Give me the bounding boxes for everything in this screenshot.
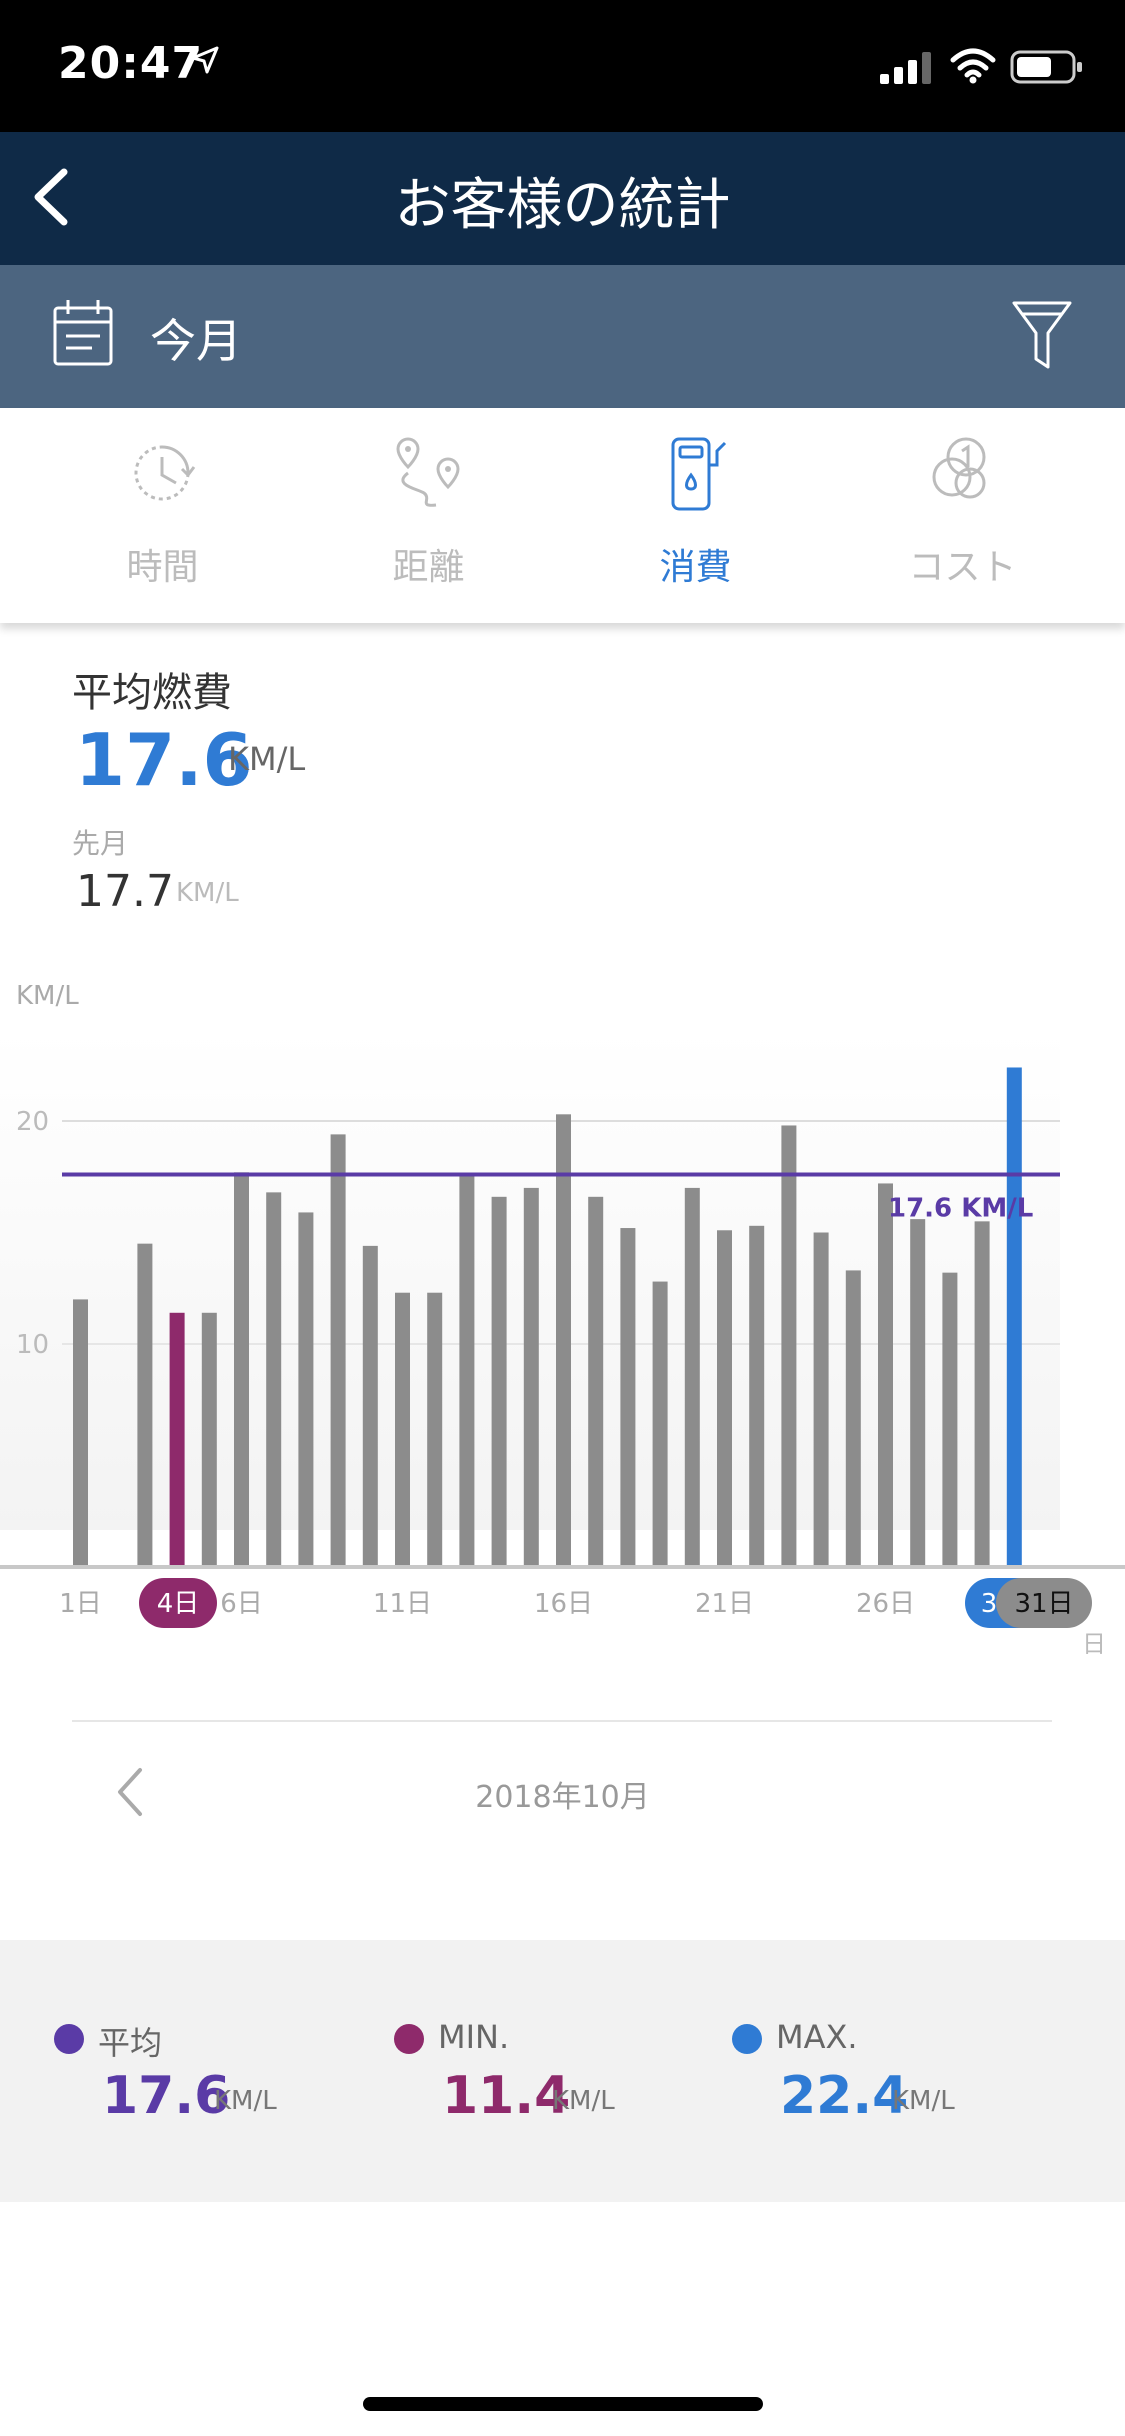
chart-bar-day-8[interactable] bbox=[298, 1212, 314, 1567]
chart-bar-day-14[interactable] bbox=[491, 1196, 507, 1567]
average-line-label: 17.6 KM/L bbox=[888, 1194, 1033, 1224]
legend-average-name: 平均 bbox=[98, 2024, 163, 2062]
average-dot-icon bbox=[54, 2024, 84, 2054]
y-axis-title: KM/L bbox=[16, 981, 79, 1011]
month-label: 2018年10月 bbox=[475, 1780, 650, 1815]
tab-distance[interactable]: 距離 bbox=[288, 408, 569, 623]
average-consumption-unit: KM/L bbox=[228, 740, 306, 778]
previous-month-value: 17.7 bbox=[76, 866, 174, 917]
filter-funnel-icon[interactable] bbox=[1010, 297, 1074, 373]
tab-cost-label: コスト bbox=[908, 547, 1017, 588]
chart-bar-day-24[interactable] bbox=[813, 1232, 829, 1568]
chart-bar-day-5[interactable] bbox=[201, 1312, 217, 1567]
legend-max-unit: KM/L bbox=[892, 2086, 955, 2116]
wifi-icon bbox=[950, 48, 996, 84]
y-tick-label: 10 bbox=[16, 1330, 49, 1360]
chart-bar-day-27[interactable] bbox=[910, 1219, 926, 1567]
status-time: 20:47 bbox=[58, 38, 204, 89]
tab-time[interactable]: 時間 bbox=[22, 408, 303, 623]
nav-header: お客様の統計 bbox=[0, 132, 1125, 265]
x-axis-unit: 日 bbox=[1082, 1630, 1106, 1658]
status-bar: 20:47 bbox=[0, 0, 1125, 132]
max-day-badge-label: 3 bbox=[981, 1589, 998, 1619]
tab-distance-label: 距離 bbox=[392, 547, 465, 588]
y-tick-label: 20 bbox=[16, 1107, 49, 1137]
legend-average-value: 17.6 bbox=[102, 2066, 231, 2126]
chart-bar-max[interactable] bbox=[1006, 1067, 1022, 1567]
chart-bar-day-15[interactable] bbox=[523, 1187, 539, 1567]
home-indicator bbox=[363, 2397, 763, 2411]
legend-max-value: 22.4 bbox=[780, 2066, 909, 2126]
period-label: 今月 bbox=[150, 314, 242, 368]
previous-month-chevron-icon[interactable] bbox=[110, 1762, 150, 1822]
location-arrow-icon bbox=[191, 46, 219, 74]
chart-bar-day-17[interactable] bbox=[588, 1196, 604, 1567]
x-tick-label: 21日 bbox=[695, 1589, 754, 1619]
legend-min-name: MIN. bbox=[438, 2018, 510, 2056]
chart-bar-day-26[interactable] bbox=[878, 1183, 893, 1567]
tab-cost[interactable]: コスト bbox=[822, 408, 1103, 623]
legend-max-name: MAX. bbox=[776, 2018, 858, 2056]
chart-bar-day-13[interactable] bbox=[459, 1174, 475, 1567]
back-chevron-icon[interactable] bbox=[20, 162, 90, 232]
legend-average-unit: KM/L bbox=[214, 2086, 277, 2116]
stats-legend-panel: 平均 17.6 KM/L MIN. 11.4 KM/L MAX. 22.4 KM… bbox=[0, 1940, 1125, 2202]
chart-bar-day-20[interactable] bbox=[684, 1187, 700, 1567]
chart-bar-day-16[interactable] bbox=[556, 1114, 571, 1567]
chart-bar-day-7[interactable] bbox=[266, 1192, 282, 1567]
chart-bar-min[interactable] bbox=[169, 1312, 185, 1567]
chart-bar-day-19[interactable] bbox=[652, 1281, 668, 1567]
average-consumption-label: 平均燃費 bbox=[72, 670, 232, 716]
min-day-badge[interactable]: 4日 bbox=[139, 1578, 217, 1628]
consumption-bar-chart: KM/L 20 10 17.6 KM/L 1日 6日 11日 16日 21日 26日 4日… bbox=[0, 981, 1125, 1658]
previous-month-label: 先月 bbox=[72, 827, 129, 860]
last-day-badge-label: 31日 bbox=[1014, 1589, 1073, 1619]
chart-bar-day-10[interactable] bbox=[362, 1245, 378, 1567]
page-title: お客様の統計 bbox=[394, 173, 731, 238]
route-icon bbox=[396, 437, 460, 507]
chart-bar-day-28[interactable] bbox=[942, 1272, 958, 1567]
chart-bar-day-12[interactable] bbox=[427, 1292, 443, 1567]
chart-bar-day-11[interactable] bbox=[395, 1292, 410, 1567]
calendar-icon bbox=[53, 300, 113, 366]
legend-min-value: 11.4 bbox=[442, 2066, 571, 2126]
chart-bar-day-21[interactable] bbox=[717, 1230, 732, 1567]
stats-tabs: 時間 距離 消費 コスト bbox=[0, 408, 1125, 623]
chart-bar-day-25[interactable] bbox=[845, 1270, 861, 1567]
x-tick-label: 6日 bbox=[220, 1589, 263, 1619]
max-dot-icon bbox=[732, 2024, 762, 2054]
chart-bar-day-1[interactable] bbox=[73, 1299, 88, 1567]
min-dot-icon bbox=[394, 2024, 424, 2054]
last-day-badge[interactable]: 31日 bbox=[996, 1578, 1092, 1628]
chart-bar-day-23[interactable] bbox=[781, 1125, 797, 1567]
x-tick-label: 26日 bbox=[856, 1589, 915, 1619]
divider bbox=[72, 1720, 1052, 1722]
clock-icon bbox=[134, 445, 196, 501]
fuel-pump-icon bbox=[671, 437, 727, 511]
chart-bar-day-29[interactable] bbox=[974, 1221, 990, 1567]
chart-bar-day-22[interactable] bbox=[749, 1225, 765, 1567]
chart-bar-day-6[interactable] bbox=[234, 1172, 249, 1567]
tab-time-label: 時間 bbox=[126, 547, 199, 588]
chart-bar-day-3[interactable] bbox=[137, 1243, 153, 1567]
min-day-badge-label: 4日 bbox=[157, 1589, 200, 1619]
tab-consumption[interactable]: 消費 bbox=[555, 408, 836, 623]
chart-bar-day-9[interactable] bbox=[330, 1134, 346, 1567]
x-tick-label: 11日 bbox=[373, 1589, 432, 1619]
previous-month-unit: KM/L bbox=[176, 878, 239, 908]
x-tick-label: 16日 bbox=[534, 1589, 593, 1619]
chart-bar-day-18[interactable] bbox=[620, 1228, 636, 1567]
x-tick-label: 1日 bbox=[59, 1589, 102, 1619]
period-filter-bar[interactable]: 今月 bbox=[0, 265, 1125, 408]
battery-icon bbox=[1010, 50, 1082, 84]
legend-min-unit: KM/L bbox=[552, 2086, 615, 2116]
cellular-signal-icon bbox=[880, 52, 931, 84]
tab-consumption-label: 消費 bbox=[659, 547, 732, 588]
coins-icon bbox=[932, 437, 986, 499]
average-consumption-value: 17.6 bbox=[75, 718, 253, 802]
